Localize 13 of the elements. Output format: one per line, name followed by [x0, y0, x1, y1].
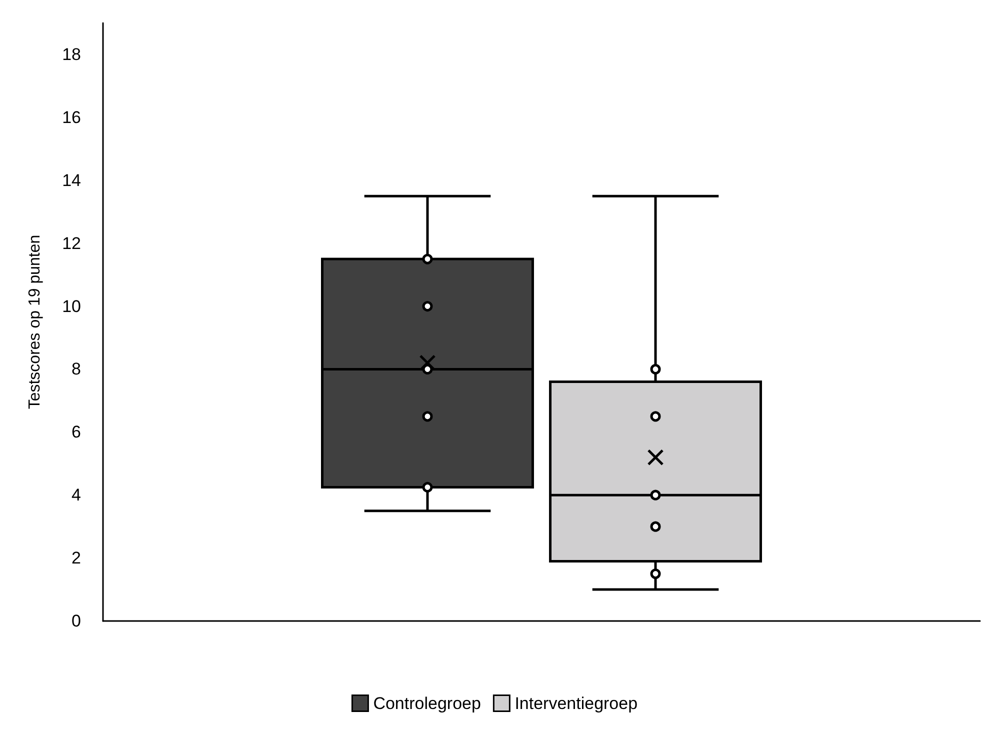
y-tick-label: 10: [62, 296, 81, 316]
y-tick-label: 8: [72, 360, 81, 379]
y-tick-label: 0: [72, 612, 81, 630]
legend-label: Controlegroep: [373, 694, 481, 713]
y-tick-label: 12: [62, 234, 81, 253]
y-tick-label: 2: [72, 548, 81, 568]
legend-label: Interventiegroep: [514, 694, 638, 713]
y-axis-title: Testscores op 19 punten: [26, 234, 44, 410]
y-tick-label: 16: [62, 108, 81, 127]
y-tick-label: 4: [72, 486, 81, 505]
y-tick-label: 18: [62, 44, 81, 64]
y-tick-label: 14: [62, 170, 81, 190]
y-tick-label: 6: [72, 422, 81, 442]
